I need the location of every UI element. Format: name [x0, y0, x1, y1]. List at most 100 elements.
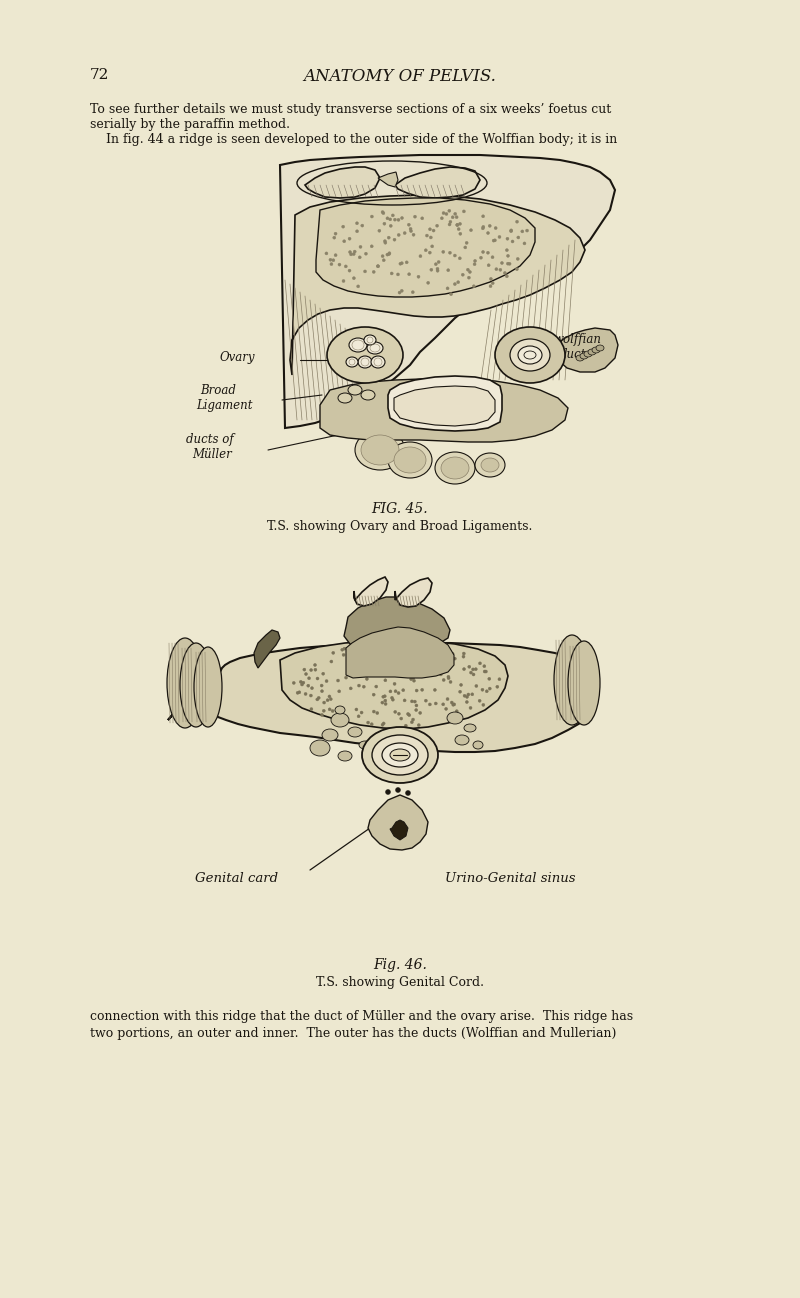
Ellipse shape: [341, 648, 344, 652]
Ellipse shape: [357, 284, 360, 288]
Ellipse shape: [349, 251, 351, 253]
Ellipse shape: [580, 353, 588, 360]
Ellipse shape: [377, 265, 379, 267]
Ellipse shape: [452, 704, 454, 706]
Ellipse shape: [395, 668, 398, 671]
Ellipse shape: [400, 262, 403, 265]
Ellipse shape: [332, 258, 335, 262]
Ellipse shape: [449, 680, 452, 684]
Ellipse shape: [348, 238, 351, 240]
Ellipse shape: [322, 709, 326, 713]
Ellipse shape: [451, 215, 454, 219]
Ellipse shape: [435, 452, 475, 484]
Ellipse shape: [382, 258, 386, 262]
Ellipse shape: [391, 698, 394, 701]
Ellipse shape: [398, 291, 401, 295]
Ellipse shape: [381, 723, 384, 727]
Ellipse shape: [377, 653, 379, 657]
Ellipse shape: [350, 666, 354, 668]
Polygon shape: [344, 597, 450, 646]
Ellipse shape: [482, 226, 485, 228]
Ellipse shape: [446, 697, 449, 701]
Polygon shape: [395, 167, 480, 199]
Ellipse shape: [352, 253, 355, 256]
Ellipse shape: [314, 668, 317, 671]
Ellipse shape: [392, 667, 394, 671]
Ellipse shape: [418, 711, 422, 714]
Ellipse shape: [458, 222, 462, 226]
Ellipse shape: [516, 257, 519, 261]
Ellipse shape: [372, 652, 375, 655]
Ellipse shape: [488, 225, 491, 227]
Ellipse shape: [368, 658, 371, 661]
Ellipse shape: [501, 261, 503, 265]
Ellipse shape: [397, 273, 399, 276]
Ellipse shape: [405, 261, 408, 263]
Ellipse shape: [415, 704, 418, 707]
Ellipse shape: [374, 685, 378, 688]
Ellipse shape: [350, 253, 353, 256]
Ellipse shape: [366, 722, 370, 724]
Ellipse shape: [434, 646, 438, 649]
Ellipse shape: [466, 701, 468, 704]
Ellipse shape: [475, 453, 505, 476]
Ellipse shape: [348, 386, 362, 395]
Ellipse shape: [358, 256, 362, 258]
Ellipse shape: [470, 671, 473, 674]
Ellipse shape: [390, 225, 392, 227]
Ellipse shape: [331, 713, 349, 727]
Ellipse shape: [328, 707, 331, 711]
Ellipse shape: [388, 443, 432, 478]
Ellipse shape: [473, 262, 476, 266]
Ellipse shape: [357, 674, 360, 676]
Ellipse shape: [366, 666, 369, 668]
Ellipse shape: [372, 710, 375, 713]
Ellipse shape: [393, 670, 396, 674]
Ellipse shape: [463, 694, 466, 697]
Ellipse shape: [330, 659, 333, 663]
Ellipse shape: [386, 789, 390, 794]
Ellipse shape: [343, 648, 346, 650]
Ellipse shape: [462, 655, 465, 658]
Ellipse shape: [386, 217, 389, 219]
Ellipse shape: [394, 218, 397, 221]
Ellipse shape: [457, 280, 460, 284]
Ellipse shape: [434, 262, 438, 266]
Ellipse shape: [342, 240, 346, 243]
Polygon shape: [390, 820, 408, 840]
Ellipse shape: [462, 274, 464, 276]
Ellipse shape: [464, 724, 476, 732]
Ellipse shape: [310, 687, 314, 689]
Ellipse shape: [316, 698, 319, 701]
Ellipse shape: [454, 657, 456, 661]
Ellipse shape: [346, 357, 358, 367]
Ellipse shape: [410, 720, 414, 724]
Ellipse shape: [486, 231, 490, 235]
Ellipse shape: [376, 265, 379, 267]
Ellipse shape: [413, 645, 416, 648]
Ellipse shape: [381, 701, 384, 704]
Ellipse shape: [335, 706, 345, 714]
Ellipse shape: [451, 653, 454, 655]
Polygon shape: [168, 643, 595, 752]
Ellipse shape: [592, 347, 600, 353]
Ellipse shape: [348, 269, 351, 273]
Ellipse shape: [384, 700, 386, 702]
Ellipse shape: [482, 251, 485, 253]
Ellipse shape: [518, 347, 542, 363]
Ellipse shape: [455, 735, 469, 745]
Ellipse shape: [494, 227, 497, 230]
Ellipse shape: [400, 659, 403, 663]
Ellipse shape: [370, 245, 374, 248]
Ellipse shape: [488, 678, 490, 680]
Text: In fig. 44 a ridge is seen developed to the outer side of the Wolffian body; it : In fig. 44 a ridge is seen developed to …: [90, 132, 618, 145]
Ellipse shape: [361, 389, 375, 400]
Polygon shape: [280, 154, 615, 428]
Ellipse shape: [510, 339, 550, 371]
Polygon shape: [254, 630, 280, 668]
Ellipse shape: [353, 648, 356, 650]
Ellipse shape: [402, 689, 405, 692]
Text: Fig. 46.: Fig. 46.: [373, 958, 427, 972]
Ellipse shape: [414, 709, 418, 711]
Ellipse shape: [321, 689, 323, 693]
